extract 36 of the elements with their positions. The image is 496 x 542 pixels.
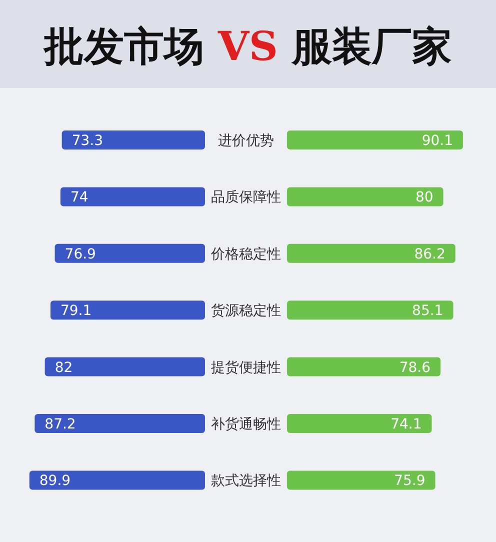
y-tick-label: 款式选择性 [211,473,281,490]
data-label: 80 [415,190,434,206]
bar [287,300,454,320]
chart-title: 批发市场 VS 服装厂家 [42,23,452,70]
data-label: 86.2 [414,246,446,262]
data-label: 74 [70,190,88,206]
bar [287,244,456,263]
y-tick-label: 补货通畅性 [211,416,281,432]
data-label: 87.2 [44,416,76,432]
bar [287,414,432,433]
bar [44,357,205,376]
bar [287,470,436,490]
data-label: 76.9 [64,246,96,262]
bar [29,470,205,490]
bar [287,357,441,376]
bar [62,130,205,150]
bar [287,130,463,150]
data-label: 73.3 [72,133,103,149]
bar [287,187,444,206]
y-tick-label: 货源稳定性 [211,303,281,320]
data-label: 90.1 [422,133,453,149]
data-label: 89.9 [39,473,71,490]
y-tick-label: 品质保障性 [211,190,281,206]
bar [60,187,205,206]
bar [34,414,205,433]
bar [50,300,205,320]
data-label: 75.9 [394,473,426,490]
data-label: 78.6 [399,360,431,376]
y-tick-label: 进价优势 [218,133,274,149]
bar [54,244,205,263]
data-label: 82 [54,360,73,376]
data-label: 85.1 [412,303,444,320]
data-label: 79.1 [60,303,92,320]
y-tick-label: 提货便捷性 [211,360,281,376]
y-tick-label: 价格稳定性 [210,246,281,262]
data-label: 74.1 [390,416,422,432]
